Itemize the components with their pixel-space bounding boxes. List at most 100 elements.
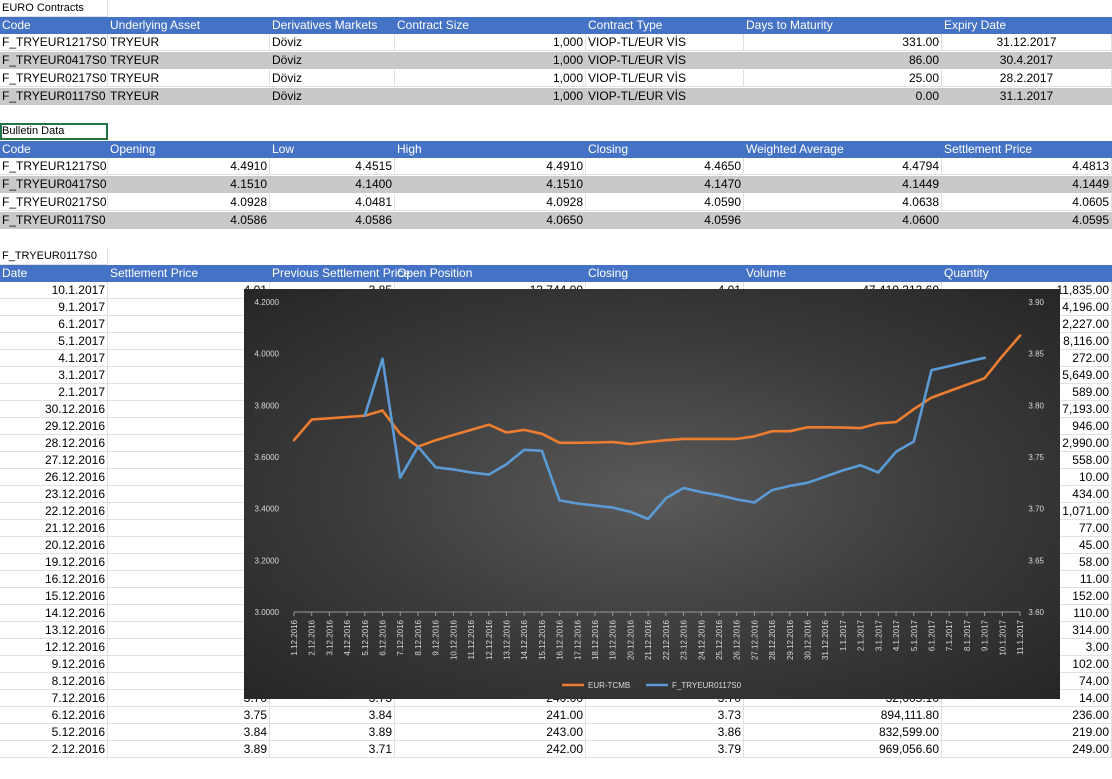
cell[interactable]: TRYEUR: [108, 34, 270, 51]
cell[interactable]: 1,000: [395, 52, 586, 69]
column-header[interactable]: Code: [0, 141, 108, 158]
cell[interactable]: 30.4.2017: [942, 52, 1112, 69]
date-cell[interactable]: 23.12.2016: [0, 486, 108, 503]
column-header[interactable]: Contract Size: [395, 17, 586, 34]
cell[interactable]: 4.0928: [395, 194, 586, 211]
cell[interactable]: 3.89: [108, 741, 270, 758]
date-cell[interactable]: 14.12.2016: [0, 605, 108, 622]
cell[interactable]: 4.0605: [942, 194, 1112, 211]
line-chart[interactable]: 3.0000 3.2000 3.4000 3.6000 3.8000 4.0000 4.20…: [244, 289, 1060, 699]
cell[interactable]: 1,000: [395, 88, 586, 105]
cell[interactable]: 4.4515: [270, 158, 395, 175]
date-cell[interactable]: 4.1.2017: [0, 350, 108, 367]
cell[interactable]: 86.00: [744, 52, 942, 69]
cell[interactable]: Döviz: [270, 34, 395, 51]
cell[interactable]: 4.0928: [108, 194, 270, 211]
section-title[interactable]: EURO Contracts: [0, 0, 108, 17]
date-cell[interactable]: 12.12.2016: [0, 639, 108, 656]
date-cell[interactable]: 9.12.2016: [0, 656, 108, 673]
column-header[interactable]: Quantity: [942, 265, 1112, 282]
cell[interactable]: VIOP-TL/EUR VİS: [586, 34, 744, 51]
column-header[interactable]: Settlement Price: [108, 265, 270, 282]
cell[interactable]: 3.86: [586, 724, 744, 741]
cell[interactable]: Döviz: [270, 52, 395, 69]
cell[interactable]: 1,000: [395, 34, 586, 51]
code-cell[interactable]: F_TRYEUR0117S0: [0, 88, 108, 105]
cell[interactable]: 31.12.2017: [942, 34, 1112, 51]
cell[interactable]: 3.79: [586, 741, 744, 758]
cell[interactable]: 219.00: [942, 724, 1112, 741]
date-cell[interactable]: 21.12.2016: [0, 520, 108, 537]
date-cell[interactable]: 2.12.2016: [0, 741, 108, 758]
column-header[interactable]: Underlying Asset: [108, 17, 270, 34]
cell[interactable]: 25.00: [744, 70, 942, 87]
cell[interactable]: 4.0481: [270, 194, 395, 211]
date-cell[interactable]: 10.1.2017: [0, 282, 108, 299]
column-header[interactable]: Volume: [744, 265, 942, 282]
column-header[interactable]: Settlement Price: [942, 141, 1112, 158]
cell[interactable]: 4.1449: [942, 176, 1112, 193]
cell[interactable]: 4.0650: [395, 212, 586, 229]
date-cell[interactable]: 22.12.2016: [0, 503, 108, 520]
column-header[interactable]: Closing: [586, 265, 744, 282]
cell[interactable]: TRYEUR: [108, 88, 270, 105]
cell[interactable]: 3.75: [108, 707, 270, 724]
cell[interactable]: Döviz: [270, 70, 395, 87]
date-cell[interactable]: 15.12.2016: [0, 588, 108, 605]
date-cell[interactable]: 28.12.2016: [0, 435, 108, 452]
cell[interactable]: VIOP-TL/EUR VİS: [586, 70, 744, 87]
column-header[interactable]: Days to Maturity: [744, 17, 942, 34]
date-cell[interactable]: 20.12.2016: [0, 537, 108, 554]
cell[interactable]: 4.1510: [395, 176, 586, 193]
column-header[interactable]: Closing: [586, 141, 744, 158]
cell[interactable]: 969,056.60: [744, 741, 942, 758]
cell[interactable]: 4.0586: [270, 212, 395, 229]
cell[interactable]: 241.00: [395, 707, 586, 724]
cell[interactable]: 28.2.2017: [942, 70, 1112, 87]
cell[interactable]: 4.4794: [744, 158, 942, 175]
cell[interactable]: 4.0638: [744, 194, 942, 211]
column-header[interactable]: Low: [270, 141, 395, 158]
cell[interactable]: 4.4910: [108, 158, 270, 175]
date-cell[interactable]: 5.12.2016: [0, 724, 108, 741]
column-header[interactable]: Open Position: [395, 265, 586, 282]
cell[interactable]: 243.00: [395, 724, 586, 741]
cell[interactable]: 4.1470: [586, 176, 744, 193]
column-header[interactable]: Expiry Date: [942, 17, 1112, 34]
cell[interactable]: 242.00: [395, 741, 586, 758]
date-cell[interactable]: 5.1.2017: [0, 333, 108, 350]
date-cell[interactable]: 13.12.2016: [0, 622, 108, 639]
cell[interactable]: 832,599.00: [744, 724, 942, 741]
column-header[interactable]: Code: [0, 17, 108, 34]
date-cell[interactable]: 29.12.2016: [0, 418, 108, 435]
date-cell[interactable]: 2.1.2017: [0, 384, 108, 401]
code-cell[interactable]: F_TRYEUR0217S0: [0, 70, 108, 87]
column-header[interactable]: Derivatives Markets: [270, 17, 395, 34]
cell[interactable]: 4.1510: [108, 176, 270, 193]
cell[interactable]: 3.89: [270, 724, 395, 741]
cell[interactable]: 4.1400: [270, 176, 395, 193]
cell[interactable]: 4.0596: [586, 212, 744, 229]
cell[interactable]: 31.1.2017: [942, 88, 1112, 105]
column-header[interactable]: Weighted Average: [744, 141, 942, 158]
cell[interactable]: 0.00: [744, 88, 942, 105]
cell[interactable]: TRYEUR: [108, 52, 270, 69]
cell[interactable]: 4.4910: [395, 158, 586, 175]
cell[interactable]: 4.1449: [744, 176, 942, 193]
date-cell[interactable]: 16.12.2016: [0, 571, 108, 588]
cell[interactable]: 3.71: [270, 741, 395, 758]
column-header[interactable]: Date: [0, 265, 108, 282]
column-header[interactable]: Opening: [108, 141, 270, 158]
section-title[interactable]: F_TRYEUR0117S0: [0, 248, 108, 265]
cell[interactable]: 3.73: [586, 707, 744, 724]
cell[interactable]: 3.84: [270, 707, 395, 724]
cell[interactable]: 1,000: [395, 70, 586, 87]
code-cell[interactable]: F_TRYEUR1217S0: [0, 158, 108, 175]
cell[interactable]: VIOP-TL/EUR VİS: [586, 52, 744, 69]
code-cell[interactable]: F_TRYEUR1217S0: [0, 34, 108, 51]
date-cell[interactable]: 7.12.2016: [0, 690, 108, 707]
cell[interactable]: 4.4650: [586, 158, 744, 175]
date-cell[interactable]: 30.12.2016: [0, 401, 108, 418]
code-cell[interactable]: F_TRYEUR0217S0: [0, 194, 108, 211]
